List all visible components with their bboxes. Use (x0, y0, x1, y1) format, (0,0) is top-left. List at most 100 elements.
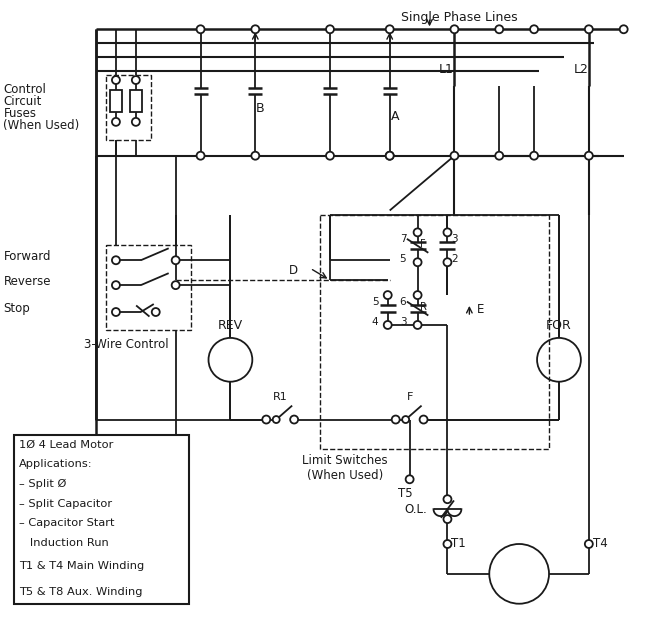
Text: 3: 3 (452, 234, 458, 244)
Text: 5: 5 (400, 254, 406, 264)
Circle shape (413, 291, 422, 299)
Text: E: E (477, 302, 485, 316)
Circle shape (489, 544, 549, 604)
Circle shape (273, 416, 280, 423)
Text: A: A (391, 110, 399, 124)
Circle shape (326, 151, 334, 160)
Circle shape (413, 228, 422, 237)
Circle shape (172, 281, 179, 289)
Text: (When Used): (When Used) (3, 119, 80, 132)
Text: Motor: Motor (502, 567, 536, 581)
Circle shape (252, 25, 259, 33)
Circle shape (112, 281, 120, 289)
Text: T4: T4 (593, 538, 608, 550)
Circle shape (151, 308, 160, 316)
Circle shape (530, 151, 538, 160)
Text: 5: 5 (372, 297, 378, 307)
Text: 6: 6 (400, 297, 406, 307)
Text: Stop: Stop (3, 302, 30, 314)
Circle shape (392, 416, 400, 423)
Text: O.L.: O.L. (405, 503, 428, 516)
Circle shape (443, 515, 452, 523)
Circle shape (585, 540, 593, 548)
Circle shape (443, 228, 452, 237)
Text: 1Ø 4 Lead Motor: 1Ø 4 Lead Motor (20, 440, 114, 450)
Circle shape (385, 151, 394, 160)
Circle shape (413, 321, 422, 329)
Text: L1: L1 (439, 63, 454, 76)
Text: FOR: FOR (546, 319, 572, 332)
Circle shape (495, 25, 503, 33)
Circle shape (385, 25, 394, 33)
Text: T5 & T8 Aux. Winding: T5 & T8 Aux. Winding (20, 587, 143, 596)
Bar (14, 435, 189, 604)
Circle shape (326, 25, 334, 33)
Circle shape (384, 291, 392, 299)
Text: T1: T1 (452, 538, 466, 550)
Circle shape (406, 475, 413, 483)
Circle shape (443, 258, 452, 266)
Bar (130, 90, 142, 112)
Circle shape (112, 76, 120, 84)
Circle shape (132, 76, 140, 84)
Circle shape (585, 25, 593, 33)
Text: 3-Wire Control: 3-Wire Control (84, 338, 168, 351)
Text: Applications:: Applications: (20, 459, 93, 469)
Text: 7: 7 (400, 234, 406, 244)
Text: T1 & T4 Main Winding: T1 & T4 Main Winding (20, 561, 144, 570)
Circle shape (263, 416, 270, 423)
Text: B: B (256, 102, 265, 115)
Text: T5: T5 (398, 487, 413, 500)
Text: – Capacitor Start: – Capacitor Start (20, 518, 115, 528)
Circle shape (112, 256, 120, 264)
Text: 4: 4 (372, 317, 378, 327)
Text: F: F (420, 239, 425, 249)
Text: 2: 2 (452, 254, 458, 264)
Text: T8: T8 (164, 487, 179, 500)
Bar (106, 245, 190, 330)
Text: Circuit: Circuit (3, 95, 42, 108)
Text: – Split Capacitor: – Split Capacitor (20, 498, 112, 509)
Circle shape (209, 338, 252, 382)
Circle shape (196, 25, 205, 33)
Text: Forward: Forward (3, 250, 51, 262)
Circle shape (537, 338, 581, 382)
Circle shape (530, 25, 538, 33)
Text: Control: Control (3, 83, 46, 96)
Text: Limit Switches
(When Used): Limit Switches (When Used) (302, 454, 387, 482)
Text: R1: R1 (273, 392, 287, 401)
Circle shape (290, 416, 298, 423)
Circle shape (450, 25, 458, 33)
Circle shape (413, 258, 422, 266)
Circle shape (172, 475, 179, 483)
Circle shape (385, 151, 394, 160)
Text: Single Phase Lines: Single Phase Lines (401, 11, 517, 25)
Circle shape (384, 321, 392, 329)
Text: REV: REV (218, 319, 243, 332)
Circle shape (443, 540, 452, 548)
Bar (110, 90, 122, 112)
Circle shape (252, 151, 259, 160)
Text: D: D (289, 264, 298, 277)
Text: Fuses: Fuses (3, 107, 36, 120)
Text: 3: 3 (400, 317, 406, 327)
Text: Reverse: Reverse (3, 274, 51, 288)
Text: R: R (420, 302, 426, 312)
Circle shape (402, 416, 409, 423)
Text: – Split Ø: – Split Ø (20, 479, 67, 489)
Circle shape (619, 25, 628, 33)
Circle shape (196, 151, 205, 160)
Circle shape (112, 118, 120, 126)
Text: L2: L2 (573, 63, 588, 76)
Circle shape (585, 151, 593, 160)
Circle shape (112, 308, 120, 316)
Bar (320, 215, 549, 449)
Bar (106, 75, 151, 140)
Circle shape (172, 256, 179, 264)
Text: F: F (406, 392, 413, 401)
Circle shape (450, 151, 458, 160)
Circle shape (132, 118, 140, 126)
Text: Induction Run: Induction Run (20, 538, 109, 548)
Circle shape (420, 416, 428, 423)
Circle shape (495, 151, 503, 160)
